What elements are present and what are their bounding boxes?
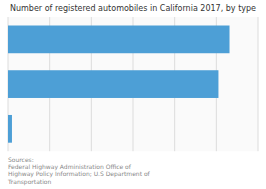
- title: Number of registered automobiles in Cali…: [10, 4, 256, 13]
- grid-line: [258, 17, 259, 151]
- bars: [8, 25, 230, 142]
- bar: [8, 25, 230, 53]
- annotation-line: Sources:: [8, 156, 34, 163]
- grid: [8, 17, 258, 151]
- annotation: Sources:Federal Highway Administration O…: [7, 156, 151, 186]
- bar: [8, 70, 218, 98]
- annotation-line: Transportation: [7, 178, 52, 186]
- plot-area: [8, 17, 258, 151]
- chart: Number of registered automobiles in Cali…: [0, 0, 266, 189]
- bar: [8, 115, 12, 143]
